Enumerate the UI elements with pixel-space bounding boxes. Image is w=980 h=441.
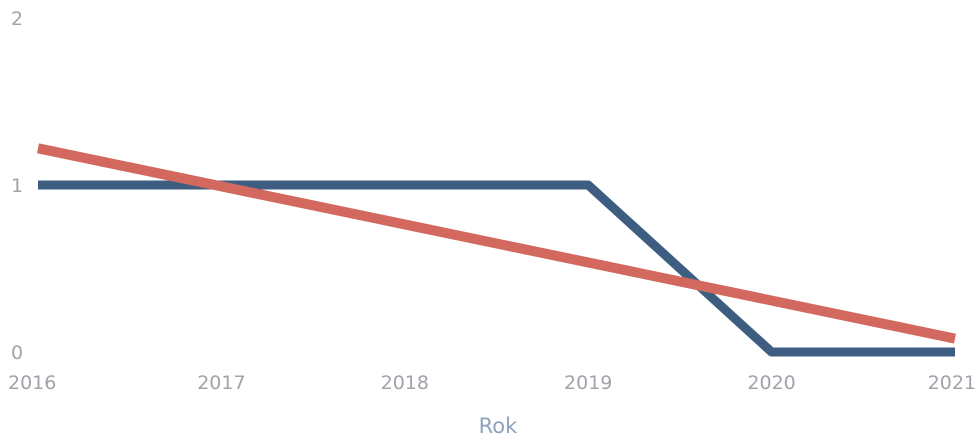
y-tick-label: 2 <box>11 8 23 30</box>
series-layer <box>36 143 957 357</box>
x-tick-label: 2021 <box>928 372 976 394</box>
x-tick-label: 2018 <box>381 372 429 394</box>
x-tick-label: 2017 <box>197 372 245 394</box>
x-axis-ticks: 2016 2017 2018 2019 2020 2021 <box>8 372 976 394</box>
series-line <box>38 180 955 357</box>
y-axis-ticks: 0 1 2 <box>11 8 23 364</box>
y-tick-label: 0 <box>11 342 23 364</box>
x-tick-label: 2020 <box>747 372 795 394</box>
x-axis-title: Rok <box>479 414 518 438</box>
y-tick-label: 1 <box>11 175 23 197</box>
trend-line <box>36 143 957 344</box>
x-tick-label: 2016 <box>8 372 56 394</box>
x-tick-label: 2019 <box>564 372 612 394</box>
